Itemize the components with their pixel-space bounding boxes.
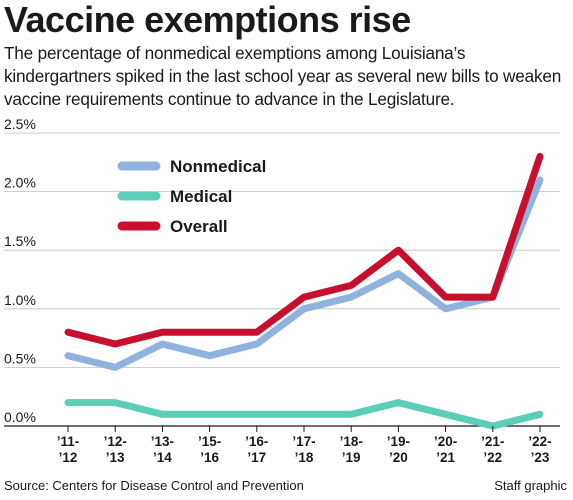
staff-credit: Staff graphic — [494, 478, 567, 493]
y-tick-label: 2.0% — [4, 175, 36, 191]
x-tick-label: ’21-’22 — [481, 434, 504, 465]
series-line-nonmedical — [64, 176, 544, 371]
source-note: Source: Centers for Disease Control and … — [4, 478, 304, 493]
x-tick-label: ’13-’14 — [151, 434, 174, 465]
x-tick-label: ’17-’18 — [292, 434, 315, 465]
series-line-overall — [64, 152, 544, 348]
x-tick-label: ’22-’23 — [528, 434, 551, 465]
legend: Nonmedical Medical Overall — [117, 157, 266, 236]
series-line-medical — [64, 399, 544, 430]
y-tick-label: 0.5% — [4, 350, 36, 366]
x-tick-label: ’20-’21 — [434, 434, 457, 465]
series-lines — [64, 152, 544, 430]
x-tick-label: ’19-’20 — [387, 434, 410, 465]
chart-title: Vaccine exemptions rise — [4, 0, 411, 40]
legend-label-nonmedical: Nonmedical — [170, 157, 266, 176]
x-tick-label: ’12-’13 — [104, 434, 127, 465]
x-tick-label: ’15-’16 — [198, 434, 221, 465]
x-tick-label: ’18-’19 — [340, 434, 363, 465]
x-tick-label: ’11-’12 — [57, 434, 80, 465]
y-tick-label: 1.5% — [4, 233, 36, 249]
chart-subtitle: The percentage of nonmedical exemptions … — [4, 43, 562, 109]
y-tick-label: 0.0% — [4, 409, 36, 425]
x-tick-label: ’16-’17 — [245, 434, 268, 465]
y-tick-label: 1.0% — [4, 292, 36, 308]
y-axis-ticks: 0.0% 0.5% 1.0% 1.5% 2.0% 2.5% — [4, 116, 36, 425]
legend-label-overall: Overall — [170, 217, 228, 236]
y-tick-label: 2.5% — [4, 116, 36, 132]
legend-label-medical: Medical — [170, 187, 232, 206]
x-axis-ticks: ’11-’12 ’12-’13 ’13-’14 ’15-’16 ’16-’17 ’17-’… — [57, 426, 552, 465]
gridlines — [4, 132, 560, 427]
